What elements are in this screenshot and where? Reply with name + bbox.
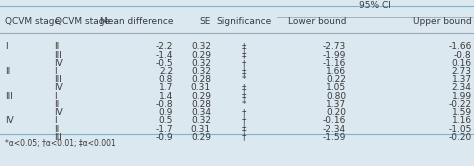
Text: ‡: ‡ [242, 42, 246, 51]
Text: -1.4: -1.4 [155, 50, 173, 60]
Text: QCVM stage: QCVM stage [55, 17, 109, 26]
Text: -0.22: -0.22 [448, 100, 472, 109]
Text: 2.2: 2.2 [159, 67, 173, 76]
Text: II: II [5, 67, 10, 76]
Text: 0.29: 0.29 [191, 133, 211, 142]
Text: Mean difference: Mean difference [100, 17, 173, 26]
Text: -1.16: -1.16 [323, 59, 346, 68]
Text: II: II [55, 100, 60, 109]
Text: 0.31: 0.31 [191, 83, 211, 92]
Text: -1.05: -1.05 [448, 124, 472, 133]
Text: I: I [5, 42, 8, 51]
Text: -2.34: -2.34 [323, 124, 346, 133]
Text: 0.32: 0.32 [191, 116, 211, 125]
Text: 0.5: 0.5 [159, 116, 173, 125]
Text: 1.7: 1.7 [159, 83, 173, 92]
Text: 1.37: 1.37 [452, 75, 472, 84]
Text: SE: SE [200, 17, 211, 26]
Text: ‡: ‡ [242, 50, 246, 60]
Text: 0.34: 0.34 [191, 108, 211, 117]
Text: 0.32: 0.32 [191, 42, 211, 51]
Text: 2.73: 2.73 [452, 67, 472, 76]
Text: 0.20: 0.20 [326, 108, 346, 117]
Text: -2.73: -2.73 [323, 42, 346, 51]
Text: III: III [55, 75, 63, 84]
Text: 0.32: 0.32 [191, 59, 211, 68]
Text: 1.99: 1.99 [452, 92, 472, 101]
Text: †: † [242, 108, 246, 117]
Text: -1.7: -1.7 [155, 124, 173, 133]
Text: -1.99: -1.99 [323, 50, 346, 60]
Text: -0.20: -0.20 [448, 133, 472, 142]
Text: QCVM stage: QCVM stage [5, 17, 60, 26]
Text: II: II [55, 42, 60, 51]
Text: 0.8: 0.8 [159, 75, 173, 84]
Text: *: * [242, 100, 246, 109]
Text: III: III [55, 133, 63, 142]
Text: I: I [55, 92, 57, 101]
Text: II: II [55, 124, 60, 133]
Text: -2.2: -2.2 [155, 42, 173, 51]
Text: 0.29: 0.29 [191, 50, 211, 60]
Text: 1.05: 1.05 [326, 83, 346, 92]
Text: 95% CI: 95% CI [358, 1, 391, 10]
Text: 1.4: 1.4 [159, 92, 173, 101]
Text: 1.37: 1.37 [326, 100, 346, 109]
Text: †: † [242, 59, 246, 68]
Text: -0.5: -0.5 [155, 59, 173, 68]
Text: III: III [5, 92, 13, 101]
Text: 1.66: 1.66 [326, 67, 346, 76]
Text: -0.8: -0.8 [454, 50, 472, 60]
Text: IV: IV [5, 116, 13, 125]
Text: †: † [242, 116, 246, 125]
Text: IV: IV [55, 108, 63, 117]
Text: 0.32: 0.32 [191, 67, 211, 76]
Text: ‡: ‡ [242, 124, 246, 133]
Text: 2.34: 2.34 [452, 83, 472, 92]
Text: Upper bound: Upper bound [413, 17, 472, 26]
Text: 0.9: 0.9 [159, 108, 173, 117]
Text: 0.22: 0.22 [326, 75, 346, 84]
Text: -0.9: -0.9 [155, 133, 173, 142]
Text: ‡: ‡ [242, 92, 246, 101]
Text: -1.59: -1.59 [323, 133, 346, 142]
Text: Significance: Significance [217, 17, 272, 26]
Text: 0.80: 0.80 [326, 92, 346, 101]
Text: †: † [242, 133, 246, 142]
Text: 0.29: 0.29 [191, 92, 211, 101]
Text: ‡: ‡ [242, 67, 246, 76]
Text: 1.59: 1.59 [452, 108, 472, 117]
Text: *: * [242, 75, 246, 84]
Text: I: I [55, 116, 57, 125]
Text: 0.28: 0.28 [191, 100, 211, 109]
Text: ‡: ‡ [242, 83, 246, 92]
Text: -1.66: -1.66 [448, 42, 472, 51]
Text: 1.16: 1.16 [452, 116, 472, 125]
Text: 0.28: 0.28 [191, 75, 211, 84]
Text: 0.31: 0.31 [191, 124, 211, 133]
Text: IV: IV [55, 83, 63, 92]
Text: III: III [55, 50, 63, 60]
Text: -0.8: -0.8 [155, 100, 173, 109]
Text: IV: IV [55, 59, 63, 68]
Text: -0.16: -0.16 [323, 116, 346, 125]
Text: I: I [55, 67, 57, 76]
Text: Lower bound: Lower bound [288, 17, 346, 26]
Text: 0.16: 0.16 [452, 59, 472, 68]
Text: *α<0.05; †α<0.01; ‡α<0.001: *α<0.05; †α<0.01; ‡α<0.001 [5, 139, 116, 148]
